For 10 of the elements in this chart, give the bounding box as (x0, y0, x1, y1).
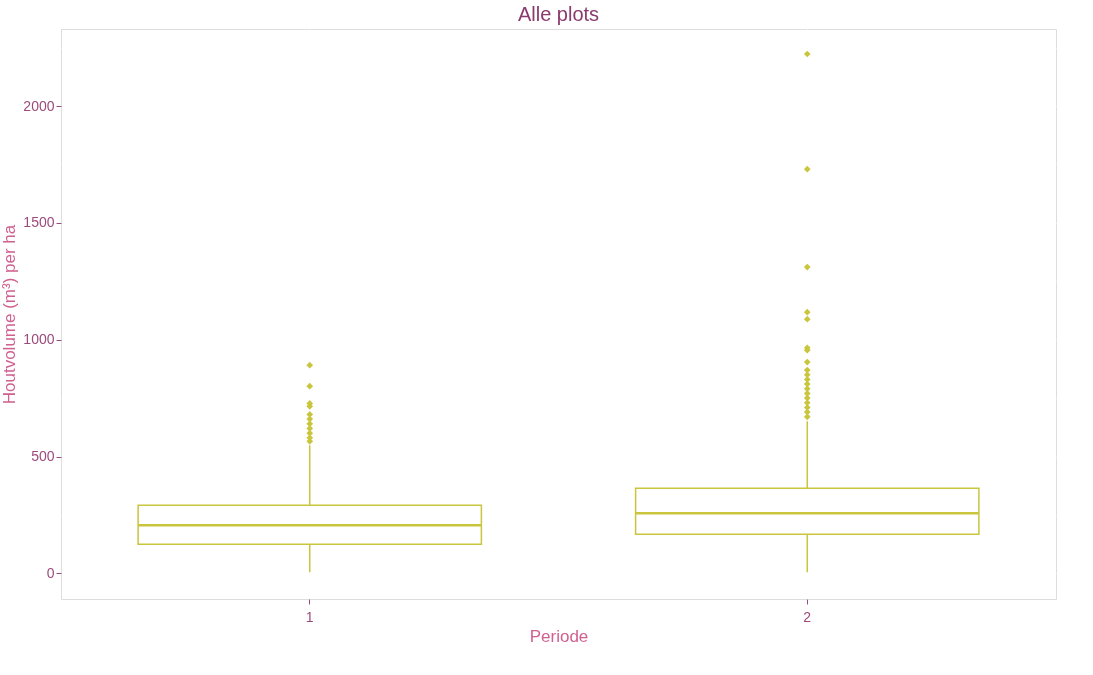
x-tick-label: 2 (803, 608, 812, 625)
x-tick-label: 1 (305, 608, 314, 625)
y-tick-label: 0 (46, 564, 55, 581)
y-tick-label: 500 (31, 448, 55, 464)
y-axis-title: Houtvolume (m³) per ha (0, 224, 20, 405)
y-tick-label: 1000 (23, 331, 55, 348)
chart-title: Alle plots (517, 3, 600, 25)
y-tick-label: 2000 (23, 97, 55, 114)
x-axis-title: Periode (529, 626, 589, 646)
y-tick-label: 1500 (23, 214, 55, 231)
